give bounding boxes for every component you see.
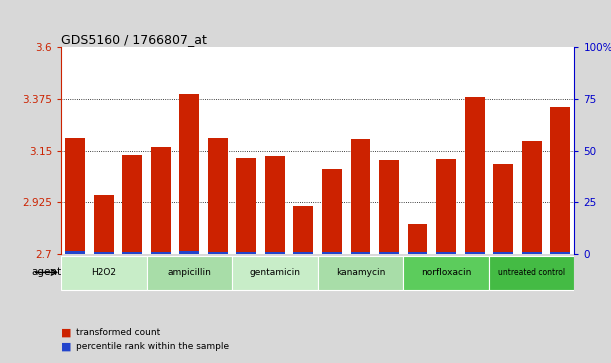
Bar — [293, 206, 313, 254]
Bar — [65, 251, 86, 254]
Bar — [489, 256, 574, 290]
Bar — [208, 252, 228, 254]
Bar — [550, 252, 570, 254]
Text: agent: agent — [31, 268, 61, 277]
Bar — [65, 138, 86, 254]
Bar — [232, 256, 318, 290]
Bar — [464, 97, 485, 254]
Bar — [493, 164, 513, 254]
Text: untreated control: untreated control — [498, 268, 565, 277]
Text: H2O2: H2O2 — [92, 268, 116, 277]
Bar — [408, 224, 428, 254]
Bar — [94, 252, 114, 254]
Bar — [522, 252, 541, 254]
Text: ampicillin: ampicillin — [167, 268, 211, 277]
Bar — [122, 252, 142, 254]
Bar — [493, 252, 513, 254]
Bar — [236, 158, 257, 254]
Bar — [122, 155, 142, 254]
Bar — [151, 252, 171, 254]
Bar — [322, 252, 342, 254]
Bar — [151, 147, 171, 254]
Text: ■: ■ — [61, 327, 71, 337]
Bar — [403, 256, 489, 290]
Text: gentamicin: gentamicin — [249, 268, 301, 277]
Bar — [265, 252, 285, 254]
Text: kanamycin: kanamycin — [336, 268, 385, 277]
Text: GDS5160 / 1766807_at: GDS5160 / 1766807_at — [61, 33, 207, 46]
Bar — [147, 256, 232, 290]
Bar — [322, 169, 342, 254]
Text: percentile rank within the sample: percentile rank within the sample — [76, 342, 230, 351]
Bar — [408, 252, 428, 254]
Bar — [351, 252, 370, 254]
Bar — [464, 252, 485, 254]
Bar — [379, 252, 399, 254]
Bar — [61, 256, 147, 290]
Bar — [379, 160, 399, 254]
Bar — [522, 142, 541, 254]
Bar — [236, 252, 257, 254]
Bar — [265, 156, 285, 254]
Text: norfloxacin: norfloxacin — [421, 268, 471, 277]
Bar — [318, 256, 403, 290]
Bar — [94, 196, 114, 254]
Bar — [436, 159, 456, 254]
Text: transformed count: transformed count — [76, 328, 161, 337]
Text: ■: ■ — [61, 342, 71, 352]
Bar — [293, 252, 313, 254]
Bar — [550, 107, 570, 254]
Bar — [180, 251, 199, 254]
Bar — [351, 139, 370, 254]
Bar — [208, 138, 228, 254]
Bar — [180, 94, 199, 254]
Bar — [436, 252, 456, 254]
